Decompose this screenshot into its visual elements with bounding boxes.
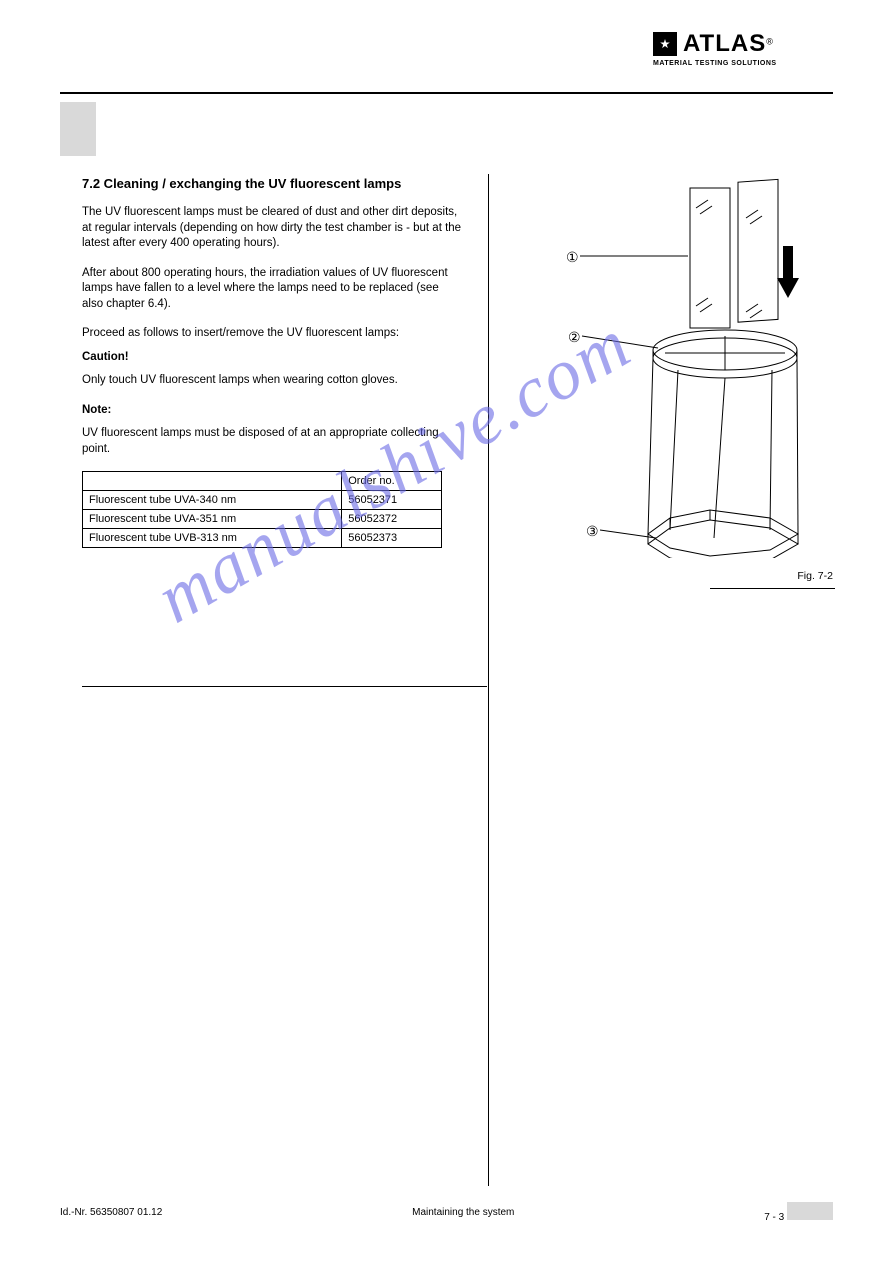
callout-2: ② (568, 329, 581, 345)
note-label: Note: (82, 403, 462, 419)
note-text: UV fluorescent lamps must be disposed of… (82, 426, 462, 457)
section-heading: 7.2 Cleaning / exchanging the UV fluores… (82, 176, 462, 191)
paragraph-proceed: Proceed as follows to insert/remove the … (82, 326, 462, 342)
table-cell: 56052371 (342, 491, 442, 510)
brand-logo-block: ATLAS® MATERIAL TESTING SOLUTIONS (653, 30, 833, 67)
lamp-assembly-diagram: ① ② ③ (540, 178, 840, 558)
page-root: ATLAS® MATERIAL TESTING SOLUTIONS 7.2 Cl… (0, 0, 893, 1263)
section-tab-block (60, 102, 96, 156)
caution-text: Only touch UV fluorescent lamps when wea… (82, 373, 462, 389)
footer-page-number: 7 - 3 (764, 1212, 784, 1223)
note-label-text: Note: (82, 404, 111, 416)
registered-mark: ® (766, 37, 773, 47)
brand-tagline: MATERIAL TESTING SOLUTIONS (653, 60, 833, 67)
column-divider (488, 174, 489, 1186)
table-cell: 56052373 (342, 529, 442, 548)
atlas-sun-icon (653, 32, 677, 56)
caution-label-text: Caution! (82, 351, 129, 363)
footer-left: Id.-Nr. 56350807 01.12 (60, 1207, 162, 1218)
figure-caption: Fig. 7-2 (797, 570, 833, 582)
footer-right: 7 - 3 (764, 1202, 833, 1223)
table-row: Fluorescent tube UVA-351 nm 56052372 (83, 510, 442, 529)
order-table: Order no. Fluorescent tube UVA-340 nm 56… (82, 471, 442, 548)
callout-3: ③ (586, 523, 599, 539)
footer-gray-block (787, 1202, 833, 1220)
left-column: 7.2 Cleaning / exchanging the UV fluores… (82, 176, 462, 566)
table-cell (83, 472, 342, 491)
table-cell: 56052372 (342, 510, 442, 529)
table-row: Order no. (83, 472, 442, 491)
table-cell: Fluorescent tube UVA-351 nm (83, 510, 342, 529)
table-cell: Fluorescent tube UVA-340 nm (83, 491, 342, 510)
table-cell: Fluorescent tube UVB-313 nm (83, 529, 342, 548)
table-row: Fluorescent tube UVA-340 nm 56052371 (83, 491, 442, 510)
brand-name: ATLAS (683, 30, 766, 57)
figure-area: ① ② ③ (510, 178, 840, 588)
paragraph-cleaning: The UV fluorescent lamps must be cleared… (82, 205, 462, 252)
callout-1: ① (566, 249, 579, 265)
figure-caption-rule (710, 588, 835, 589)
page-footer: Id.-Nr. 56350807 01.12 Maintaining the s… (60, 1202, 833, 1223)
table-row: Fluorescent tube UVB-313 nm 56052373 (83, 529, 442, 548)
paragraph-replace: After about 800 operating hours, the irr… (82, 266, 462, 313)
left-column-end-rule (82, 686, 487, 687)
caution-label: Caution! (82, 350, 462, 366)
header-rule (60, 92, 833, 94)
table-cell: Order no. (342, 472, 442, 491)
footer-center: Maintaining the system (412, 1207, 514, 1218)
brand-name-row: ATLAS® (683, 30, 773, 58)
brand-logo: ATLAS® (653, 30, 833, 58)
